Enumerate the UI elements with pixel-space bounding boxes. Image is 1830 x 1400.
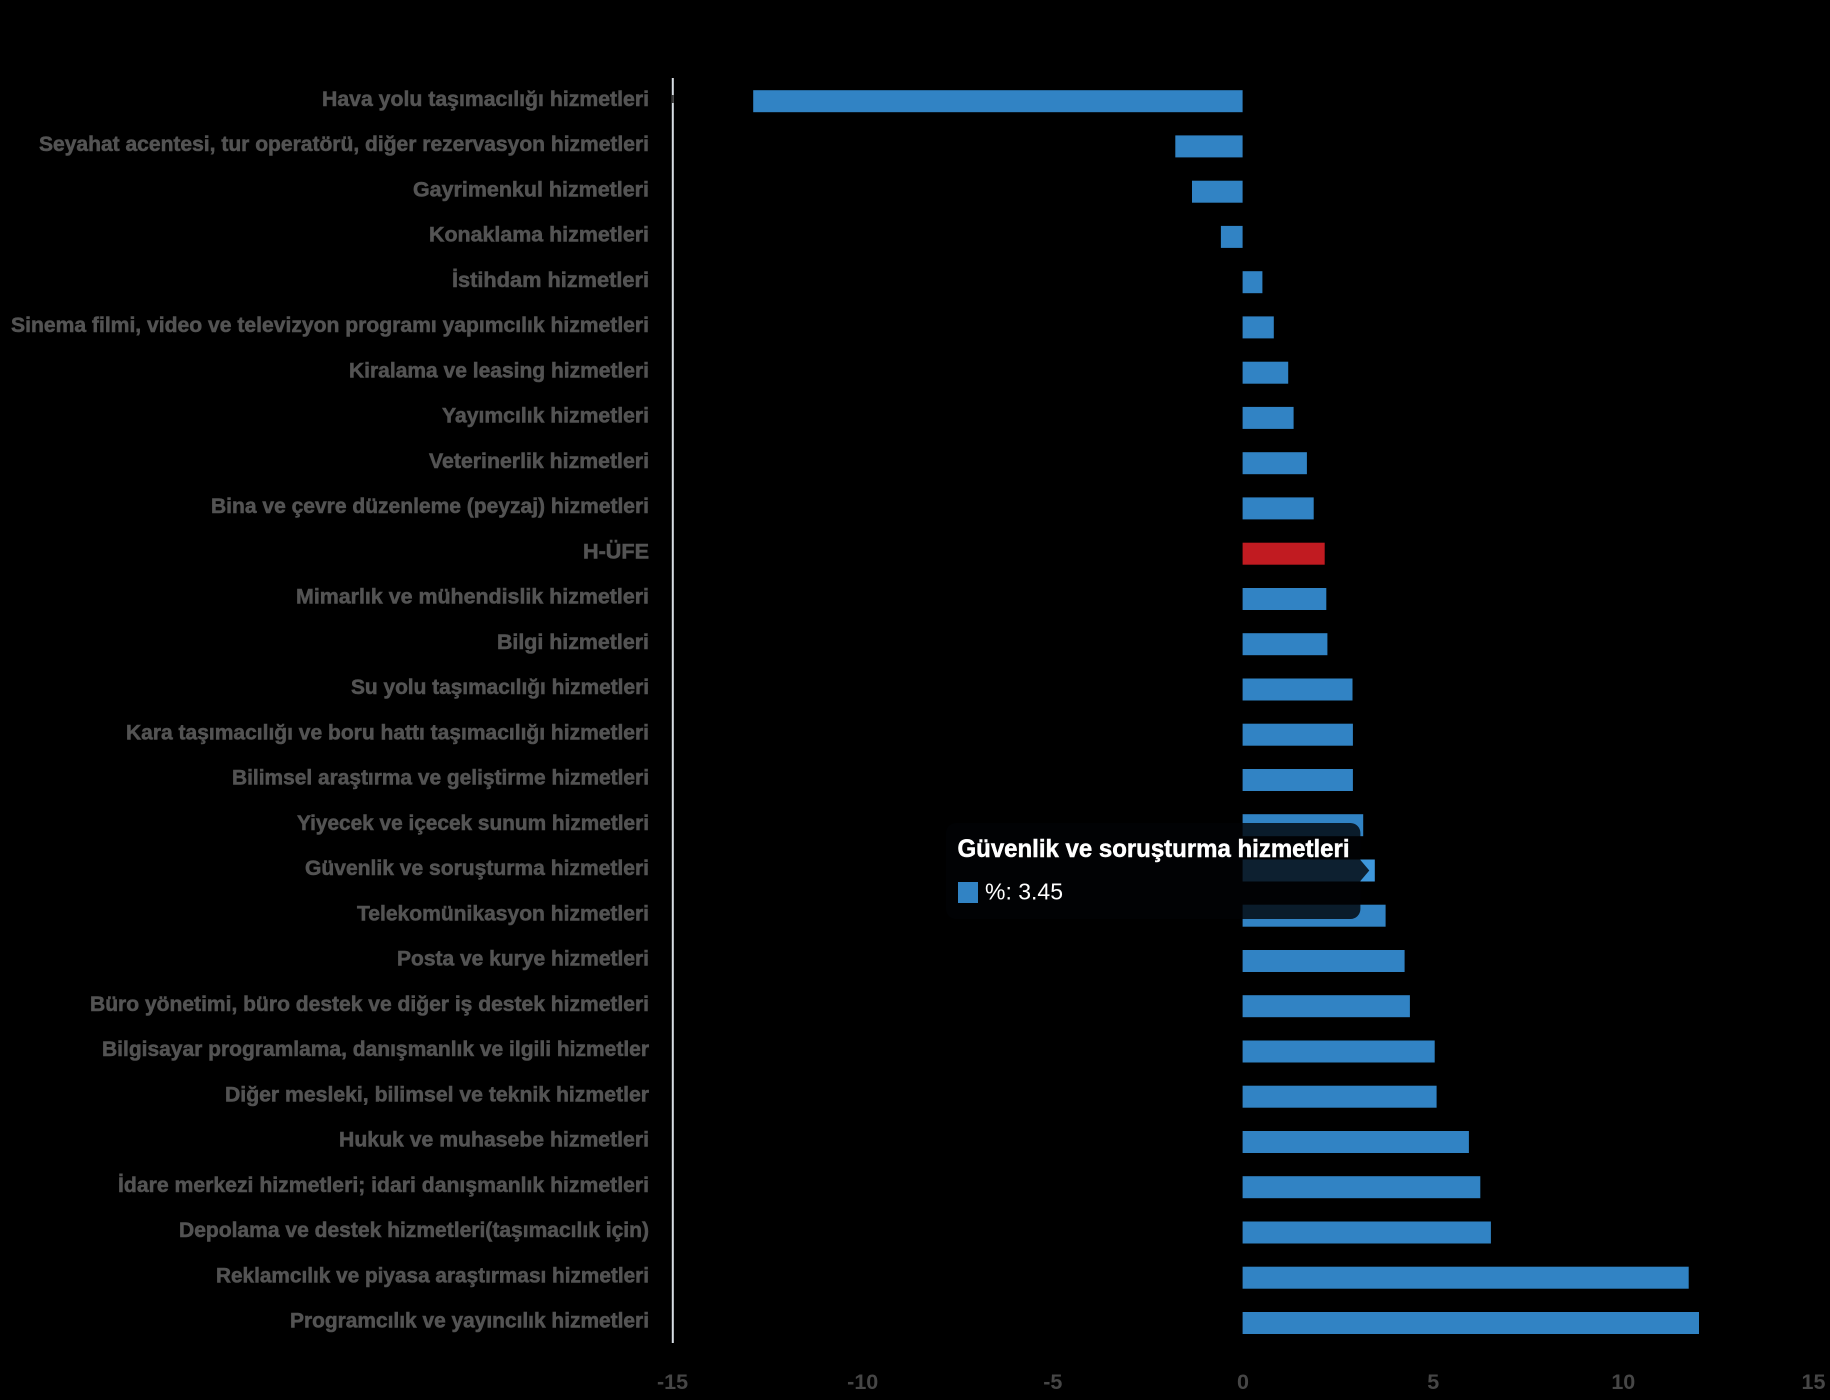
- svg-text:5: 5: [1427, 1370, 1439, 1394]
- svg-text:İstihdam hizmetleri: İstihdam hizmetleri: [452, 269, 649, 292]
- svg-text:Yayımcılık hizmetleri: Yayımcılık hizmetleri: [442, 405, 649, 428]
- svg-text:Hava yolu taşımacılığı hizmetl: Hava yolu taşımacılığı hizmetleri: [322, 88, 649, 111]
- svg-text:Güvenlik ve soruşturma hizmetl: Güvenlik ve soruşturma hizmetleri: [305, 857, 649, 880]
- svg-text:Konaklama hizmetleri: Konaklama hizmetleri: [429, 224, 649, 247]
- svg-text:İdare merkezi hizmetleri; idar: İdare merkezi hizmetleri; idari danışman…: [118, 1174, 649, 1197]
- svg-text:%: 3.45: %: 3.45: [985, 879, 1063, 905]
- svg-text:Veterinerlik hizmetleri: Veterinerlik hizmetleri: [429, 450, 649, 473]
- svg-text:Güvenlik ve soruşturma hizmetl: Güvenlik ve soruşturma hizmetleri: [958, 835, 1350, 863]
- svg-text:Depolama ve destek hizmetleri(: Depolama ve destek hizmetleri(taşımacılı…: [179, 1219, 649, 1242]
- svg-text:Su yolu taşımacılığı hizmetler: Su yolu taşımacılığı hizmetleri: [351, 676, 649, 699]
- svg-text:15: 15: [1802, 1370, 1826, 1394]
- svg-text:Posta ve kurye hizmetleri: Posta ve kurye hizmetleri: [397, 948, 649, 971]
- svg-text:Bilgi hizmetleri: Bilgi hizmetleri: [497, 631, 649, 654]
- svg-text:Gayrimenkul hizmetleri: Gayrimenkul hizmetleri: [413, 178, 649, 201]
- svg-text:Büro yönetimi, büro destek ve: Büro yönetimi, büro destek ve diğer iş d…: [90, 993, 649, 1016]
- svg-text:Sinema filmi, video ve televiz: Sinema filmi, video ve televizyon progra…: [11, 314, 649, 337]
- svg-text:Seyahat acentesi, tur operatör: Seyahat acentesi, tur operatörü, diğer r…: [39, 133, 649, 156]
- svg-text:Telekomünikasyon hizmetleri: Telekomünikasyon hizmetleri: [357, 902, 649, 925]
- svg-text:Mimarlık ve mühendislik hizmet: Mimarlık ve mühendislik hizmetleri: [296, 586, 649, 609]
- svg-text:Bilgisayar programlama, danışm: Bilgisayar programlama, danışmanlık ve i…: [102, 1038, 649, 1061]
- svg-text:Kara taşımacılığı ve boru hatt: Kara taşımacılığı ve boru hattı taşımacı…: [126, 721, 649, 744]
- svg-text:Hukuk ve muhasebe hizmetleri: Hukuk ve muhasebe hizmetleri: [339, 1129, 649, 1152]
- svg-text:Bilimsel araştırma ve geliştir: Bilimsel araştırma ve geliştirme hizmetl…: [232, 767, 649, 790]
- svg-text:Reklamcılık ve piyasa araştırm: Reklamcılık ve piyasa araştırması hizmet…: [216, 1264, 649, 1287]
- svg-text:-15: -15: [657, 1370, 688, 1394]
- svg-text:Bina ve çevre düzenleme (peyza: Bina ve çevre düzenleme (peyzaj) hizmetl…: [211, 495, 649, 518]
- svg-text:0: 0: [1237, 1370, 1249, 1394]
- svg-text:10: 10: [1611, 1370, 1635, 1394]
- svg-text:H-ÜFE: H-ÜFE: [583, 540, 649, 563]
- svg-text:Programcılık ve yayıncılık hiz: Programcılık ve yayıncılık hizmetleri: [290, 1310, 649, 1333]
- svg-text:-10: -10: [847, 1370, 878, 1394]
- svg-text:-5: -5: [1043, 1370, 1062, 1394]
- svg-text:Yiyecek ve içecek sunum hizmet: Yiyecek ve içecek sunum hizmetleri: [297, 812, 649, 835]
- svg-text:Kiralama ve leasing hizmetleri: Kiralama ve leasing hizmetleri: [349, 359, 649, 382]
- svg-text:Diğer mesleki, bilimsel ve tek: Diğer mesleki, bilimsel ve teknik hizmet…: [225, 1083, 649, 1106]
